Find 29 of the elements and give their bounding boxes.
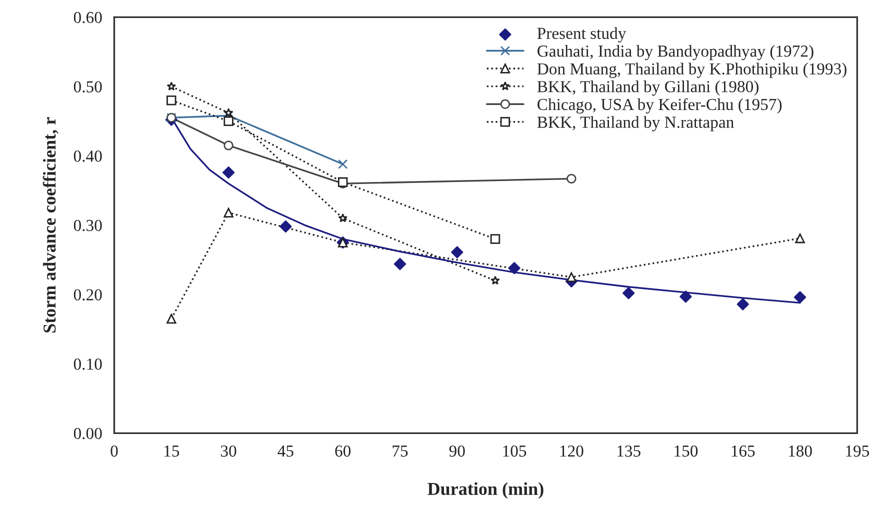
legend-label: Present study	[537, 27, 626, 42]
legend-label: BKK, Thailand by N.rattapan	[537, 116, 734, 132]
y-tick-label: 0.50	[74, 81, 102, 93]
x-tick-label: 15	[164, 446, 180, 457]
y-axis-title: Storm advance coefficient, r	[42, 117, 58, 332]
legend-label: Gauhati, India by Bandyopadhyay (1972)	[538, 45, 814, 60]
x-tick-label: 180	[788, 445, 812, 457]
y-tick-label: 0.10	[74, 358, 102, 370]
x-tick-label: 60	[335, 445, 351, 457]
x-tick-label: 45	[278, 446, 294, 457]
legend-label: Don Muang, Thailand by K.Phothipiku (1993)	[537, 62, 846, 78]
y-tick-label: 0.00	[74, 428, 102, 440]
y-tick-label: 0.60	[74, 12, 102, 24]
legend-label: BKK, Thailand by Gillani (1980)	[537, 80, 758, 96]
x-tick-label: 0	[110, 445, 118, 457]
x-tick-label: 75	[392, 446, 408, 457]
legend-label: Chicago, USA by Keifer-Chu (1957)	[538, 98, 782, 114]
x-tick-label: 165	[732, 445, 755, 457]
x-tick-label: 135	[618, 445, 640, 457]
x-tick-label: 105	[503, 445, 526, 457]
x-tick-label: 150	[674, 445, 698, 457]
x-tick-label: 30	[220, 445, 236, 457]
y-tick-label: 0.20	[74, 289, 102, 301]
x-axis-title: Duration (min)	[428, 482, 544, 499]
x-tick-label: 195	[846, 445, 870, 457]
y-tick-label: 0.30	[74, 220, 102, 232]
y-tick-label: 0.40	[74, 150, 102, 162]
x-tick-label: 90	[449, 445, 465, 457]
x-tick-label: 120	[560, 445, 584, 457]
